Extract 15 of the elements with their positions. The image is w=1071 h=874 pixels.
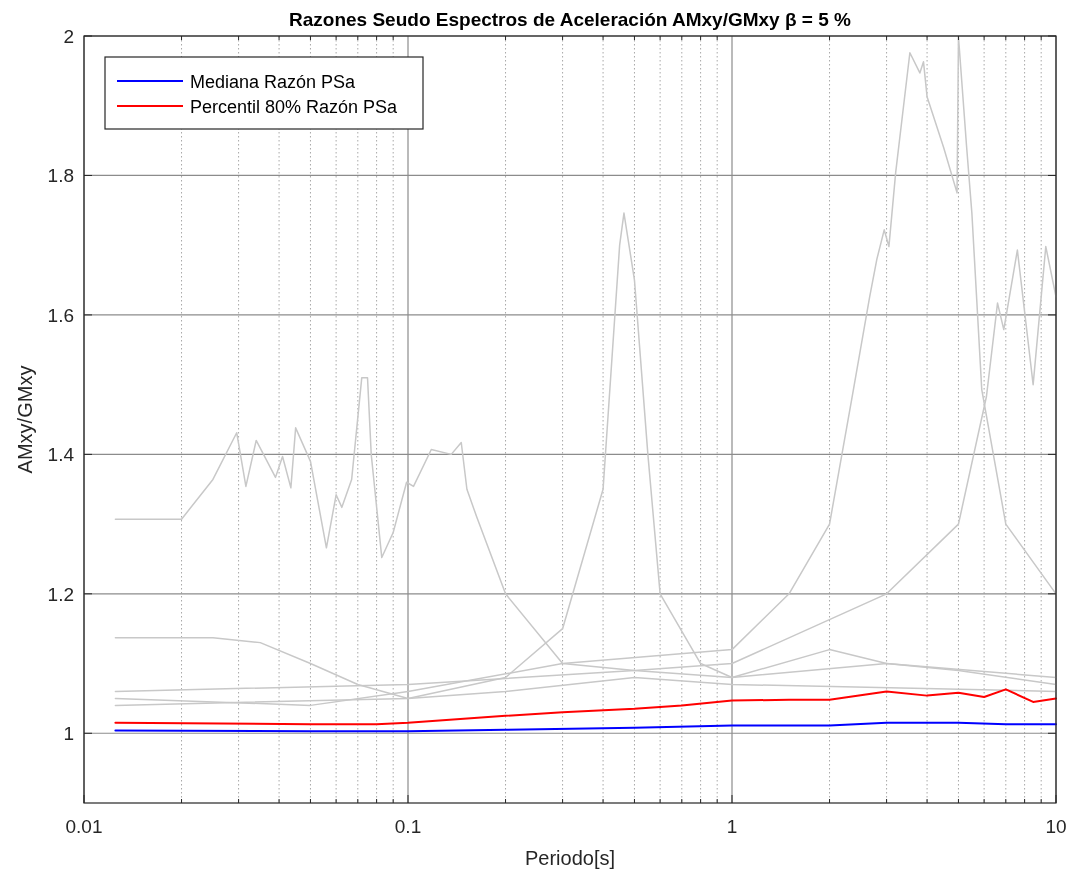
legend-label: Mediana Razón PSa	[190, 72, 357, 92]
chart-title: Razones Seudo Espectros de Aceleración AMxy/GMxy β = 5 %	[289, 9, 852, 30]
x-tick-label: 0.01	[65, 816, 103, 837]
x-tick-label: 10	[1045, 816, 1067, 837]
x-tick-label: 0.1	[394, 816, 422, 837]
x-tick-label: 1	[726, 816, 738, 837]
y-tick-label: 1	[63, 723, 74, 745]
y-tick-label: 1.8	[47, 165, 74, 187]
x-axis-title: Periodo[s]	[524, 847, 616, 869]
y-tick-label: 1.4	[47, 444, 75, 466]
y-tick-label: 2	[63, 26, 74, 47]
legend-label: Percentil 80% Razón PSa	[190, 97, 399, 117]
y-tick-label: 1.6	[47, 304, 74, 326]
y-tick-label: 1.2	[47, 583, 74, 605]
y-axis-title: AMxy/GMxy	[14, 365, 36, 474]
